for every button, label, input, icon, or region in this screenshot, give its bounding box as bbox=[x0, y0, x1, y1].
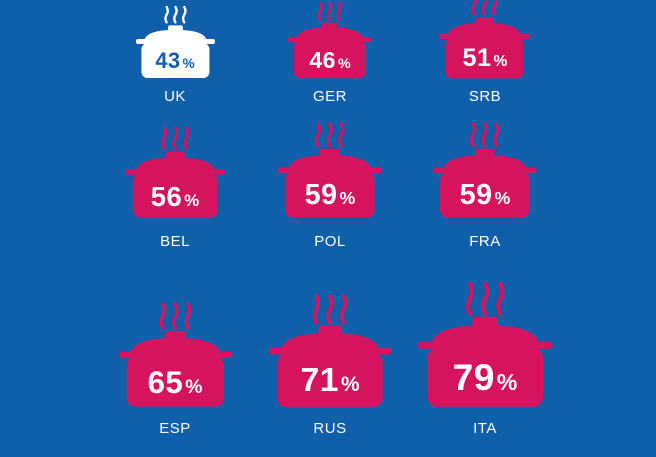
percent-label: 43% bbox=[131, 48, 220, 74]
percent-unit: % bbox=[184, 190, 200, 210]
country-label: POL bbox=[314, 233, 346, 250]
cooking-pot-icon bbox=[433, 122, 537, 218]
percent-value: 79 bbox=[452, 356, 495, 399]
percent-unit: % bbox=[494, 188, 511, 209]
cooking-pot-icon bbox=[417, 282, 553, 407]
country-label: UK bbox=[164, 88, 186, 105]
steam-icon bbox=[158, 302, 192, 331]
percent-value: 65 bbox=[147, 364, 184, 400]
percent-unit: % bbox=[182, 56, 195, 72]
cooking-pot-icon bbox=[125, 126, 225, 218]
country-label: RUS bbox=[313, 420, 347, 437]
cooking-pot-icon bbox=[439, 0, 531, 79]
percent-label: 79% bbox=[413, 356, 558, 399]
percent-value: 51 bbox=[462, 43, 492, 72]
country-label: GER bbox=[312, 88, 347, 105]
percent-value: 71 bbox=[300, 361, 339, 400]
cooking-pot-icon bbox=[118, 302, 232, 407]
steam-icon bbox=[312, 293, 348, 325]
percent-unit: % bbox=[496, 369, 518, 396]
country-label: FRA bbox=[469, 233, 501, 250]
percent-label: 56% bbox=[121, 181, 230, 213]
country-label: SRB bbox=[468, 88, 502, 105]
country-label: ITA bbox=[473, 420, 497, 437]
pot-pol: 59% bbox=[273, 115, 387, 218]
cooking-pot-icon bbox=[268, 293, 392, 407]
pot-rus: 71% bbox=[264, 287, 396, 407]
percent-value: 43 bbox=[155, 48, 181, 74]
cooking-pot-icon bbox=[278, 122, 382, 218]
cooking-pot-icon bbox=[288, 1, 372, 79]
steam-icon bbox=[163, 5, 187, 24]
percent-unit: % bbox=[337, 55, 351, 72]
pot-esp: 65% bbox=[114, 295, 237, 407]
steam-icon bbox=[465, 282, 505, 316]
steam-icon bbox=[472, 0, 498, 16]
percent-value: 59 bbox=[459, 179, 493, 212]
percent-value: 56 bbox=[150, 180, 183, 212]
country-label: BEL bbox=[160, 233, 190, 250]
pot-ita: 79% bbox=[413, 275, 558, 407]
steam-icon bbox=[318, 1, 342, 21]
percent-label: 59% bbox=[273, 179, 387, 212]
percent-unit: % bbox=[339, 188, 356, 209]
pot-bel: 56% bbox=[121, 119, 230, 218]
steam-icon bbox=[315, 122, 345, 148]
country-label: ESP bbox=[159, 420, 191, 437]
cooking-pot-icon bbox=[135, 5, 215, 79]
percent-unit: % bbox=[185, 376, 203, 398]
percent-label: 51% bbox=[434, 44, 535, 73]
percent-label: 46% bbox=[283, 47, 377, 74]
percent-label: 65% bbox=[114, 365, 237, 401]
percent-label: 71% bbox=[264, 361, 396, 400]
percent-label: 59% bbox=[428, 179, 542, 212]
percent-unit: % bbox=[493, 52, 508, 70]
steam-icon bbox=[160, 126, 190, 151]
pot-srb: 51% bbox=[434, 0, 535, 79]
percent-unit: % bbox=[340, 373, 360, 397]
steam-icon bbox=[470, 122, 500, 148]
pot-ger: 46% bbox=[283, 0, 377, 79]
percent-value: 46 bbox=[309, 46, 336, 73]
percent-value: 59 bbox=[304, 179, 338, 212]
pot-uk: 43% bbox=[131, 0, 220, 79]
pot-fra: 59% bbox=[428, 115, 542, 218]
